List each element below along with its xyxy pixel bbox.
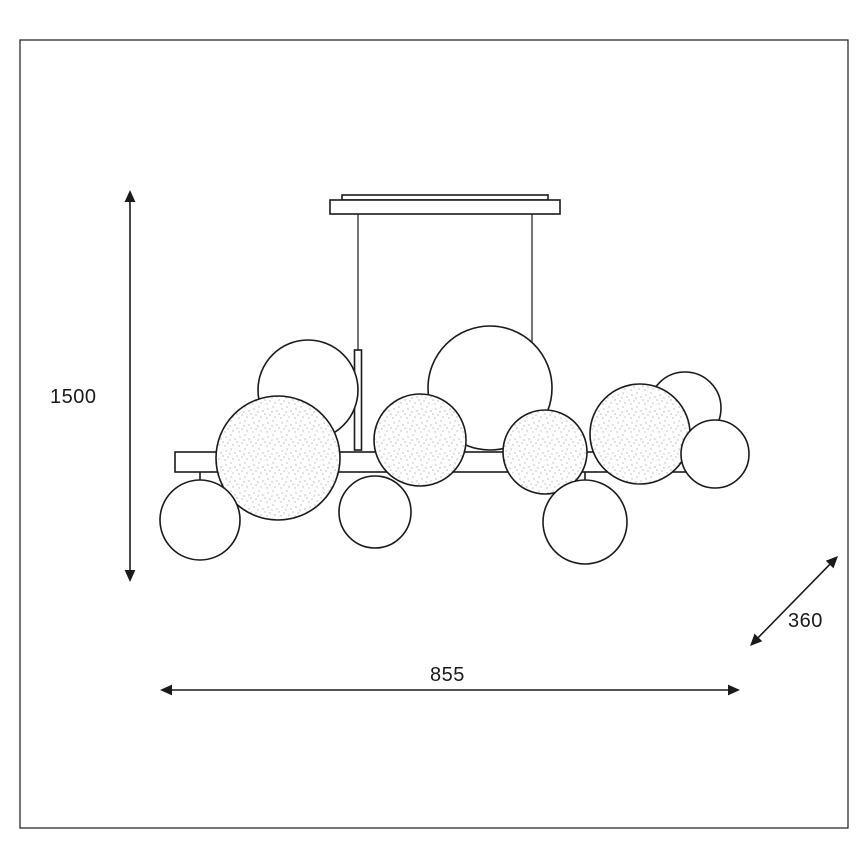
dimension-depth-label: 360 — [788, 610, 823, 633]
dimension-height-label: 1500 — [50, 386, 97, 409]
dimension-width-label: 855 — [430, 664, 465, 687]
pendant-fixture — [160, 195, 749, 564]
technical-drawing — [0, 0, 868, 868]
diagram-stage: 1500 855 360 — [0, 0, 868, 868]
